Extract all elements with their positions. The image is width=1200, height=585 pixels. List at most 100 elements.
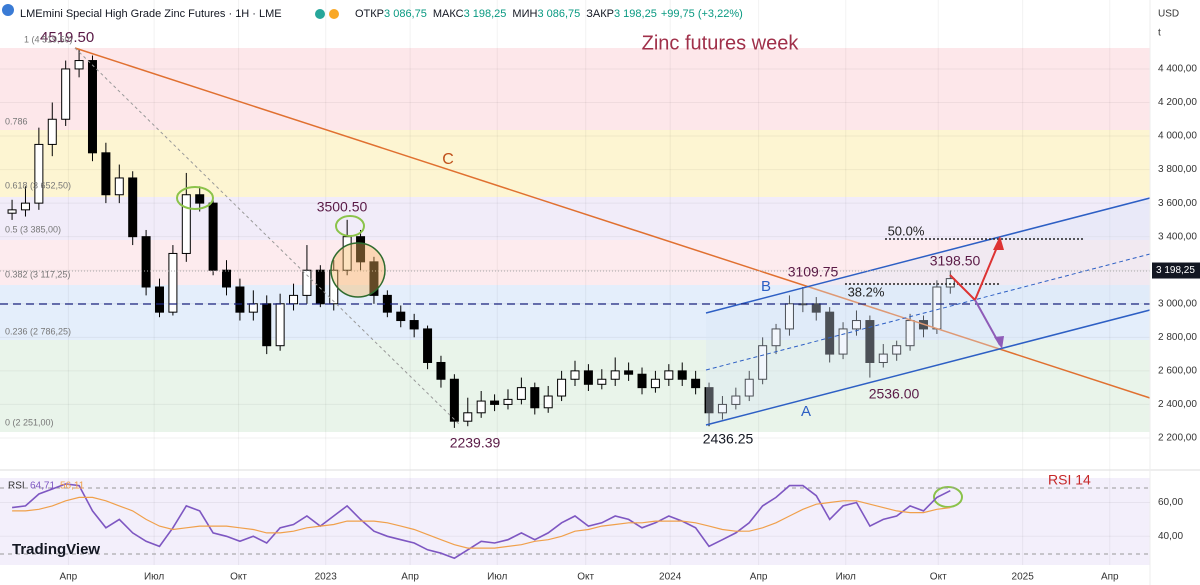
- annotation: A: [801, 403, 811, 420]
- candle-body: [503, 398, 513, 405]
- ohlc-item: 3 198,25: [464, 8, 507, 20]
- channel-line: [705, 197, 1151, 314]
- candle-body: [811, 303, 821, 313]
- fib-zone: [0, 340, 1150, 432]
- candle-body: [543, 395, 553, 409]
- annotation: 2239.39: [450, 435, 501, 451]
- candle-body: [610, 370, 620, 380]
- rsi-readout: 56,11: [60, 481, 85, 492]
- highlight: [335, 215, 365, 237]
- candle-body: [114, 177, 124, 196]
- y-tick-label: 60,00: [1158, 497, 1183, 508]
- ohlc-item: МИН: [512, 8, 537, 20]
- fib-label: 0 (2 251,00): [5, 417, 54, 427]
- candle-body: [557, 378, 567, 397]
- arrowhead: [993, 236, 1004, 250]
- candle-body: [248, 303, 258, 313]
- y-tick-label: 2 800,00: [1158, 332, 1197, 343]
- symbol-icon: [2, 4, 14, 16]
- last-price-label: 3 198,25: [1156, 265, 1195, 276]
- candle-body: [851, 320, 861, 330]
- fib-label: 0.5 (3 385,00): [5, 224, 61, 234]
- candle-body: [784, 303, 794, 330]
- ohlc-header: ОТКР3 086,75 МАКС3 198,25 МИН3 086,75 ЗАКР3…: [355, 8, 743, 20]
- candle-body: [74, 60, 84, 70]
- ohlc-item: 3 198,25: [614, 8, 657, 20]
- candle-body: [490, 400, 500, 405]
- status-icon: [315, 9, 325, 19]
- candle-body: [47, 118, 57, 145]
- currency: USD: [1158, 9, 1179, 20]
- x-tick-label: Июл: [487, 572, 507, 583]
- channel-line: [705, 309, 1151, 426]
- fib-label: 0.618 (3 652,50): [5, 180, 71, 190]
- annotation: 38.2%: [848, 284, 885, 299]
- ohlc-item: МАКС: [433, 8, 464, 20]
- fib-zone: [0, 130, 1150, 197]
- x-tick-label: Июл: [836, 572, 856, 583]
- candle-body: [583, 370, 593, 385]
- candle-body: [141, 236, 151, 288]
- candle-body: [262, 303, 272, 347]
- candle-body: [436, 361, 446, 380]
- rsi-pane: [0, 483, 1150, 560]
- candle-body: [744, 378, 754, 397]
- annotation: Zinc futures week: [642, 32, 800, 54]
- fib-zone: [0, 197, 1150, 240]
- candle-body: [423, 328, 433, 363]
- candle-body: [302, 269, 312, 296]
- fib-label: 1 (4 519,50): [24, 34, 73, 44]
- y-tick-label: 2 200,00: [1158, 433, 1197, 444]
- candle-body: [208, 202, 218, 271]
- candle-body: [838, 328, 848, 355]
- y-tick-label: 3 000,00: [1158, 298, 1197, 309]
- annotation: 50.0%: [888, 223, 925, 238]
- candle-body: [20, 202, 30, 211]
- status-icon: [329, 9, 339, 19]
- candle-body: [476, 400, 486, 414]
- candle-body: [650, 378, 660, 389]
- candle-body: [597, 378, 607, 385]
- trend-line: [74, 47, 1151, 399]
- candle-body: [34, 143, 44, 204]
- candle-body: [222, 269, 232, 288]
- highlight: [176, 186, 214, 210]
- fib-label: 0.382 (3 117,25): [5, 269, 70, 279]
- fib-zone: [0, 285, 1150, 340]
- x-tick-label: Апр: [750, 572, 768, 583]
- symbol-title: LMEmini Special High Grade Zinc Futures …: [20, 8, 282, 20]
- x-tick-label: 2023: [315, 572, 338, 583]
- y-tick-label: 4 200,00: [1158, 97, 1197, 108]
- candle-body: [677, 370, 687, 380]
- ohlc-item: ОТКР: [355, 8, 384, 20]
- arrowhead: [994, 336, 1004, 349]
- candle-body: [892, 345, 902, 355]
- annotation: 3198.50: [930, 253, 981, 269]
- labels: 2 200,00 2 400,00 2 600,00 2 800,00 3 000,00…: [5, 29, 1200, 583]
- annotation: B: [761, 278, 771, 295]
- unit: t: [1158, 28, 1161, 39]
- y-tick-label: 2 400,00: [1158, 399, 1197, 410]
- candle-body: [356, 236, 366, 263]
- candle-body: [637, 373, 647, 389]
- highlight: [330, 242, 386, 298]
- fib-label: 0.786: [5, 116, 28, 126]
- rsi-line: [12, 496, 951, 549]
- fib-zones: [0, 48, 1150, 565]
- candle-body: [128, 177, 138, 238]
- candle-body: [516, 387, 526, 400]
- candle-body: [181, 194, 191, 254]
- candle-body: [275, 303, 285, 347]
- rsi-title: RSI: [8, 481, 25, 492]
- candle-body: [865, 320, 875, 363]
- candle-body: [717, 403, 727, 414]
- brand: TradingView: [12, 541, 100, 558]
- candle-body: [195, 194, 205, 204]
- candle-body: [624, 370, 634, 375]
- annotation: 2436.25: [703, 431, 754, 447]
- candle-body: [396, 311, 406, 322]
- candle-body: [101, 152, 111, 196]
- annotation: 3109.75: [788, 264, 839, 280]
